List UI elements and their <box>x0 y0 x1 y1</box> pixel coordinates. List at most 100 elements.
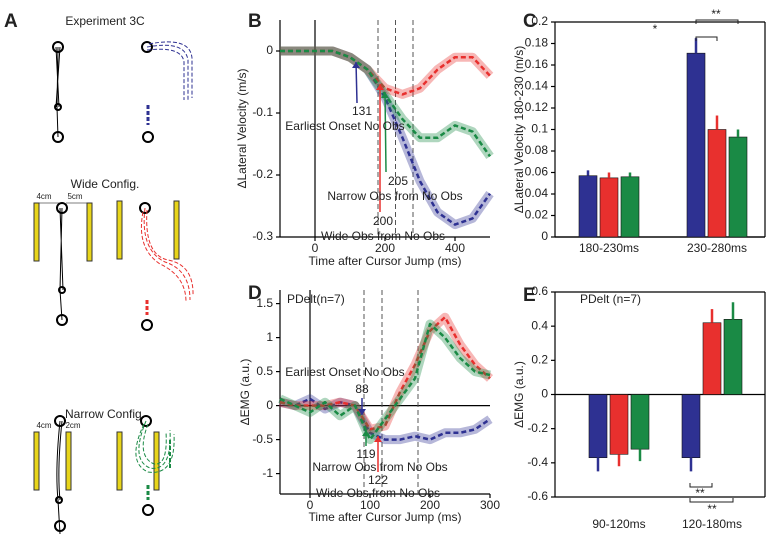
x-tick-label: 200 <box>420 498 440 512</box>
panel-label: E <box>523 285 536 306</box>
y-tick-label: -0.1 <box>252 105 273 119</box>
y-axis-label: ΔEMG (a.u.) <box>512 361 526 428</box>
y-tick-label: 0 <box>541 387 548 401</box>
y-tick-label: 0.5 <box>256 364 273 378</box>
y-axis-label: ΔLateral Velocity 180-230 (m/s) <box>512 46 526 213</box>
x-tick-label: 300 <box>480 498 500 512</box>
panel-label: A <box>4 11 18 32</box>
bar <box>578 175 598 238</box>
dimension: 2cm <box>65 421 80 430</box>
y-tick-label: 0.18 <box>525 36 549 50</box>
arrow-head <box>358 409 366 415</box>
y-tick-label: 0.02 <box>525 208 549 222</box>
panel-label: D <box>248 283 262 304</box>
annotation: 200 <box>373 214 393 228</box>
y-tick-label: 0.12 <box>525 100 549 114</box>
arrow <box>384 91 387 173</box>
significance-bracket <box>695 19 739 24</box>
series-line <box>279 397 491 441</box>
annotation: 205 <box>388 174 408 188</box>
series-line <box>279 315 491 431</box>
x-tick-label: 90-120ms <box>592 517 645 531</box>
significance-bracket <box>695 36 718 41</box>
x-tick-label: 0 <box>307 498 314 512</box>
y-tick-label: 0 <box>541 229 548 243</box>
panel-label: C <box>523 11 537 32</box>
arrow <box>355 61 358 104</box>
section-title: Narrow Config. <box>65 407 145 421</box>
x-tick-label: 180-230ms <box>579 241 639 255</box>
y-tick-label: 0 <box>266 398 273 412</box>
significance-bracket <box>689 498 734 503</box>
x-tick-label: 200 <box>375 241 395 255</box>
bar <box>702 322 722 395</box>
dimension: 4cm <box>36 421 51 430</box>
bar <box>620 176 640 238</box>
annotation: Earliest Onset No Obs <box>285 119 404 133</box>
arrow-head <box>352 62 360 68</box>
y-tick-label: -0.3 <box>252 229 273 243</box>
panel-label: B <box>248 11 262 32</box>
annotation: Wide Obs from No Obs <box>316 486 440 500</box>
bar <box>588 394 608 459</box>
y-axis-label: ΔEMG (a.u.) <box>238 359 252 426</box>
y-tick-label: 0.08 <box>525 143 549 157</box>
annotation: Narrow Obs from No Obs <box>327 189 462 203</box>
y-tick-label: 0.2 <box>531 14 548 28</box>
x-tick-label: 100 <box>360 498 380 512</box>
annotation: * <box>653 22 658 36</box>
y-tick-label: 0.04 <box>525 186 549 200</box>
y-tick-label: -0.2 <box>527 421 548 435</box>
arrow-head <box>362 430 370 436</box>
wide-config <box>33 200 194 331</box>
y-tick-label: 1.5 <box>256 296 273 310</box>
y-tick-label: 0.16 <box>525 57 549 71</box>
x-tick-label: 400 <box>445 241 465 255</box>
significance-bracket <box>689 483 713 488</box>
series-line <box>279 322 491 441</box>
annotation: ** <box>707 502 717 516</box>
annotation: ** <box>695 486 705 500</box>
bar <box>599 177 619 238</box>
bar <box>707 129 727 238</box>
section-title: Experiment 3C <box>65 14 145 28</box>
y-tick-label: 0.1 <box>531 122 548 136</box>
annotation: Wide Obs from No Obs <box>321 229 445 243</box>
arrow-head <box>381 92 389 98</box>
trajectories <box>52 41 193 143</box>
x-tick-label: 120-180ms <box>682 517 742 531</box>
x-tick-label: 230-280ms <box>687 241 747 255</box>
bar <box>686 52 706 238</box>
x-axis-label: Time after Cursor Jump (ms) <box>309 510 462 524</box>
panel-a: A Experiment 3C Wide Config. 4cm 5cm <box>4 11 194 535</box>
y-tick-label: -0.5 <box>252 432 273 446</box>
y-tick-label: -0.4 <box>527 455 548 469</box>
y-tick-label: 1 <box>266 330 273 344</box>
y-tick-label: 0.4 <box>531 318 548 332</box>
annotation: 122 <box>368 473 388 487</box>
annotation: Earliest Onset No Obs <box>285 365 404 379</box>
y-tick-label: 0.2 <box>531 353 548 367</box>
y-tick-label: -0.2 <box>252 167 273 181</box>
bar <box>681 394 701 459</box>
arrow-head <box>376 84 384 90</box>
y-axis-label: ΔLateral Velocity (m/s) <box>235 68 249 188</box>
annotation: 131 <box>352 104 372 118</box>
y-tick-label: 0.06 <box>525 165 549 179</box>
annotation: ** <box>711 7 721 21</box>
bar <box>728 136 748 238</box>
y-tick-label: 0.14 <box>525 79 549 93</box>
y-tick-label: 0.6 <box>531 284 548 298</box>
y-tick-label: 0 <box>266 43 273 57</box>
section-title: Wide Config. <box>71 177 140 191</box>
narrow-config <box>33 415 175 535</box>
arrow-head <box>374 436 382 442</box>
annotation: 119 <box>356 447 375 461</box>
bar <box>609 394 629 455</box>
bar <box>630 394 650 450</box>
panel-title: PDelt (n=7) <box>580 292 641 306</box>
annotation: 88 <box>355 382 369 396</box>
y-tick-label: -0.6 <box>527 489 548 503</box>
bar <box>723 319 743 395</box>
